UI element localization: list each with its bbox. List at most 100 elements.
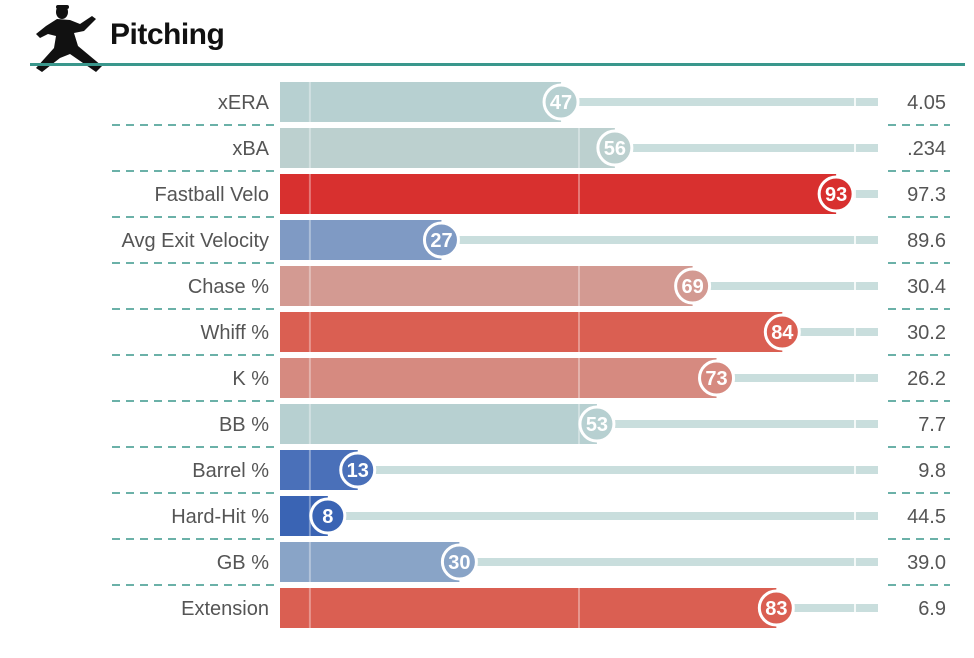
track-tick [854, 604, 856, 612]
track-tick [854, 420, 856, 428]
stat-value: 39.0 [907, 552, 946, 574]
guide-line [578, 174, 580, 214]
percentile-bar [280, 358, 717, 398]
chart-row: 13 Barrel % 9.8 [112, 450, 950, 494]
percentile-bar [280, 128, 615, 168]
chart-row: 47 xERA 4.05 [112, 82, 950, 126]
category-label: Extension [181, 598, 269, 620]
chart-row: 83 Extension 6.9 [181, 588, 946, 628]
percentile-bubble [309, 497, 347, 535]
percentile-label: 8 [322, 506, 333, 528]
percentile-bubble [422, 221, 460, 259]
percentile-label: 30 [448, 552, 470, 574]
stat-value: .234 [907, 138, 946, 160]
section-header: Pitching [0, 0, 974, 72]
percentile-label: 13 [347, 460, 369, 482]
track-tick [854, 328, 856, 336]
chart-row: 93 Fastball Velo 97.3 [112, 174, 950, 218]
stat-value: 6.9 [918, 598, 946, 620]
stat-value: 26.2 [907, 368, 946, 390]
guide-line [308, 450, 311, 490]
category-label: xERA [218, 92, 270, 114]
percentile-label: 93 [825, 184, 847, 206]
percentile-bar [280, 312, 783, 352]
percentile-bubble [757, 589, 795, 627]
guide-line [308, 542, 311, 582]
percentile-bubble [596, 129, 634, 167]
track-tick [854, 558, 856, 566]
category-label: Chase % [188, 276, 269, 298]
chart-row: 84 Whiff % 30.2 [112, 312, 950, 356]
percentile-bubble [763, 313, 801, 351]
category-label: xBA [232, 138, 269, 160]
percentile-bubble [440, 543, 478, 581]
percentile-bar [280, 588, 777, 628]
guide-line [308, 358, 311, 398]
chart-row: 30 GB % 39.0 [112, 542, 950, 586]
chart-row: 69 Chase % 30.4 [112, 266, 950, 310]
percentile-bar [280, 266, 693, 306]
percentile-label: 73 [705, 368, 727, 390]
percentile-track [280, 512, 878, 520]
guide-line [308, 266, 311, 306]
category-label: K % [232, 368, 269, 390]
stat-value: 30.2 [907, 322, 946, 344]
header-divider [30, 63, 965, 66]
guide-line [308, 220, 311, 260]
guide-line [308, 128, 311, 168]
stat-value: 44.5 [907, 506, 946, 528]
percentile-bar [280, 82, 562, 122]
track-tick [854, 374, 856, 382]
page-title: Pitching [110, 18, 225, 51]
category-label: Avg Exit Velocity [122, 230, 269, 252]
guide-line [578, 358, 580, 398]
percentile-label: 69 [681, 276, 703, 298]
percentile-bubble [578, 405, 616, 443]
chart-row: 8 Hard-Hit % 44.5 [112, 496, 950, 540]
stat-value: 9.8 [918, 460, 946, 482]
percentile-bubble [339, 451, 377, 489]
guide-line [578, 266, 580, 306]
percentile-bar [280, 174, 837, 214]
percentile-track [280, 558, 878, 566]
track-tick [854, 144, 856, 152]
track-tick [854, 512, 856, 520]
stat-value: 97.3 [907, 184, 946, 206]
guide-line [308, 174, 311, 214]
stat-value: 30.4 [907, 276, 946, 298]
category-label: Barrel % [192, 460, 269, 482]
percentile-track [280, 466, 878, 474]
guide-line [308, 82, 311, 122]
pitcher-silhouette-icon [36, 5, 102, 72]
percentile-label: 27 [430, 230, 452, 252]
category-label: BB % [219, 414, 269, 436]
percentile-bubble [674, 267, 712, 305]
percentile-label: 53 [586, 414, 608, 436]
guide-line [308, 404, 311, 444]
stat-value: 4.05 [907, 92, 946, 114]
percentile-track [280, 236, 878, 244]
chart-row: 56 xBA .234 [112, 128, 950, 172]
percentile-label: 56 [604, 138, 626, 160]
track-tick [854, 282, 856, 290]
category-label: Whiff % [200, 322, 269, 344]
percentile-bar [280, 220, 442, 260]
guide-line [578, 588, 580, 628]
guide-line [308, 312, 311, 352]
track-tick [854, 190, 856, 198]
guide-line [308, 588, 311, 628]
category-label: Fastball Velo [154, 184, 269, 206]
chart-row: 53 BB % 7.7 [112, 404, 950, 448]
guide-line [578, 312, 580, 352]
percentile-bubble [542, 83, 580, 121]
stat-value: 89.6 [907, 230, 946, 252]
percentile-label: 84 [771, 322, 794, 344]
percentile-label: 83 [765, 598, 787, 620]
guide-line [578, 128, 580, 168]
track-tick [854, 466, 856, 474]
chart-row: 27 Avg Exit Velocity 89.6 [112, 220, 950, 264]
stat-value: 7.7 [918, 414, 946, 436]
category-label: GB % [217, 552, 269, 574]
chart-row: 73 K % 26.2 [112, 358, 950, 402]
